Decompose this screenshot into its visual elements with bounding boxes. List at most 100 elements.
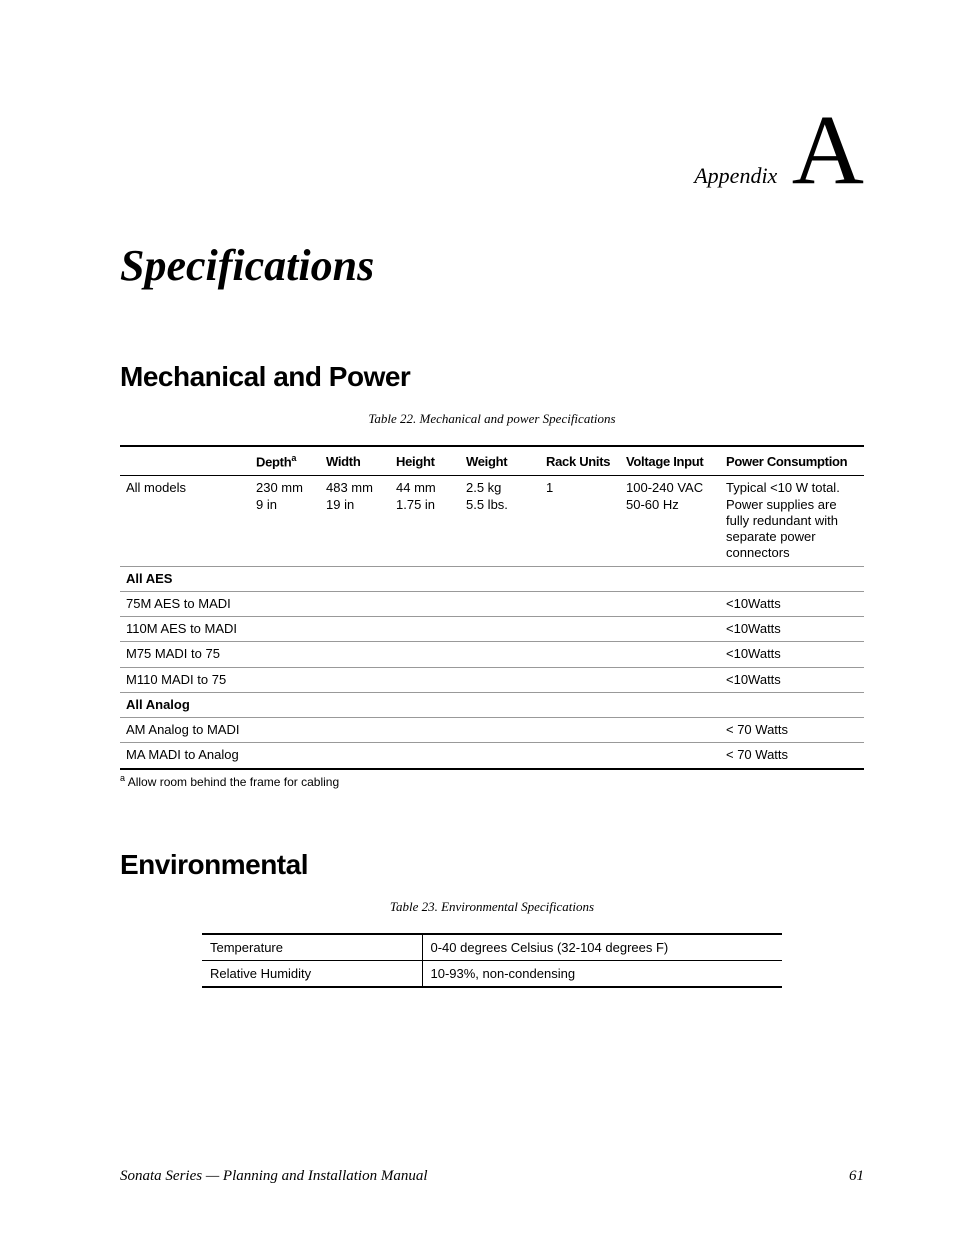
table-cell xyxy=(320,692,390,717)
section-heading-environmental: Environmental xyxy=(120,849,864,881)
table-cell xyxy=(390,667,460,692)
col-rack-units: Rack Units xyxy=(540,446,620,476)
table-cell: 75M AES to MADI xyxy=(120,591,250,616)
col-weight: Weight xyxy=(460,446,540,476)
table-cell xyxy=(540,692,620,717)
table-cell xyxy=(250,617,320,642)
table-cell xyxy=(540,566,620,591)
table-row: All AES xyxy=(120,566,864,591)
env-label: Relative Humidity xyxy=(202,960,422,987)
footer-left: Sonata Series — Planning and Installatio… xyxy=(120,1168,428,1185)
table-cell xyxy=(250,743,320,769)
table-row: All Analog xyxy=(120,692,864,717)
table-cell: All models xyxy=(120,476,250,566)
table-cell xyxy=(250,591,320,616)
table-cell: Typical <10 W total. Power supplies are … xyxy=(720,476,864,566)
table-cell xyxy=(540,667,620,692)
table-cell xyxy=(250,718,320,743)
table-cell xyxy=(620,617,720,642)
table-cell: MA MADI to Analog xyxy=(120,743,250,769)
table-cell xyxy=(390,617,460,642)
table-cell xyxy=(390,642,460,667)
table-cell: 44 mm1.75 in xyxy=(390,476,460,566)
table-row: 75M AES to MADI <10Watts xyxy=(120,591,864,616)
table-cell xyxy=(390,566,460,591)
appendix-header: Appendix A xyxy=(120,100,864,200)
table-cell: 2.5 kg5.5 lbs. xyxy=(460,476,540,566)
table-cell: < 70 Watts xyxy=(720,718,864,743)
table-row: M110 MADI to 75<10Watts xyxy=(120,667,864,692)
table-caption-22: Table 22. Mechanical and power Specifica… xyxy=(120,411,864,427)
col-width: Width xyxy=(320,446,390,476)
table-header-row: Deptha Width Height Weight Rack Units Vo… xyxy=(120,446,864,476)
table-cell: < 70 Watts xyxy=(720,743,864,769)
env-value: 10-93%, non-condensing xyxy=(422,960,782,987)
table-cell: 483 mm19 in xyxy=(320,476,390,566)
table-cell: AM Analog to MADI xyxy=(120,718,250,743)
table-cell: <10Watts xyxy=(720,617,864,642)
table-cell xyxy=(320,743,390,769)
table-cell xyxy=(460,743,540,769)
table-row: AM Analog to MADI < 70 Watts xyxy=(120,718,864,743)
table-cell xyxy=(460,718,540,743)
table-cell xyxy=(620,692,720,717)
table-cell: 230 mm9 in xyxy=(250,476,320,566)
section-heading-mechanical: Mechanical and Power xyxy=(120,361,864,393)
table-cell: All Analog xyxy=(120,692,250,717)
table-cell xyxy=(540,743,620,769)
table-cell: 1 xyxy=(540,476,620,566)
table-cell xyxy=(320,667,390,692)
table-cell xyxy=(540,718,620,743)
table-cell xyxy=(250,667,320,692)
table-cell xyxy=(390,692,460,717)
table-cell xyxy=(250,642,320,667)
table-cell xyxy=(620,566,720,591)
table-cell xyxy=(620,642,720,667)
table-cell xyxy=(320,718,390,743)
table-caption-23: Table 23. Environmental Specifications xyxy=(120,899,864,915)
table-row: MA MADI to Analog < 70 Watts xyxy=(120,743,864,769)
page-title: Specifications xyxy=(120,240,864,291)
table-cell xyxy=(720,692,864,717)
table-cell xyxy=(720,566,864,591)
table-cell: <10Watts xyxy=(720,667,864,692)
table-cell xyxy=(320,617,390,642)
table-cell xyxy=(540,617,620,642)
table-cell xyxy=(540,591,620,616)
col-depth: Deptha xyxy=(250,446,320,476)
appendix-letter: A xyxy=(792,100,864,200)
table-cell: <10Watts xyxy=(720,591,864,616)
table-cell xyxy=(250,692,320,717)
table-cell: 110M AES to MADI xyxy=(120,617,250,642)
col-blank xyxy=(120,446,250,476)
mechanical-table: Deptha Width Height Weight Rack Units Vo… xyxy=(120,445,864,770)
page-footer: Sonata Series — Planning and Installatio… xyxy=(120,1168,864,1185)
table-cell: All AES xyxy=(120,566,250,591)
table-cell xyxy=(460,566,540,591)
table-cell xyxy=(620,743,720,769)
table-row: M75 MADI to 75 <10Watts xyxy=(120,642,864,667)
table-cell xyxy=(320,591,390,616)
table-cell xyxy=(320,566,390,591)
table-cell xyxy=(460,642,540,667)
table-row: Relative Humidity10-93%, non-condensing xyxy=(202,960,782,987)
col-height: Height xyxy=(390,446,460,476)
table-cell xyxy=(460,617,540,642)
table-row: All models230 mm9 in483 mm19 in44 mm1.75… xyxy=(120,476,864,566)
table-cell xyxy=(460,591,540,616)
table-cell xyxy=(620,667,720,692)
table-cell xyxy=(390,743,460,769)
table-cell xyxy=(540,642,620,667)
table-cell: M75 MADI to 75 xyxy=(120,642,250,667)
table-cell xyxy=(250,566,320,591)
table-footnote: a Allow room behind the frame for cablin… xyxy=(120,773,864,789)
table-cell: <10Watts xyxy=(720,642,864,667)
appendix-label: Appendix xyxy=(694,163,777,189)
env-value: 0-40 degrees Celsius (32-104 degrees F) xyxy=(422,934,782,961)
table-cell xyxy=(390,591,460,616)
table-cell xyxy=(460,667,540,692)
table-cell xyxy=(620,591,720,616)
table-row: 110M AES to MADI <10Watts xyxy=(120,617,864,642)
env-label: Temperature xyxy=(202,934,422,961)
col-voltage: Voltage Input xyxy=(620,446,720,476)
